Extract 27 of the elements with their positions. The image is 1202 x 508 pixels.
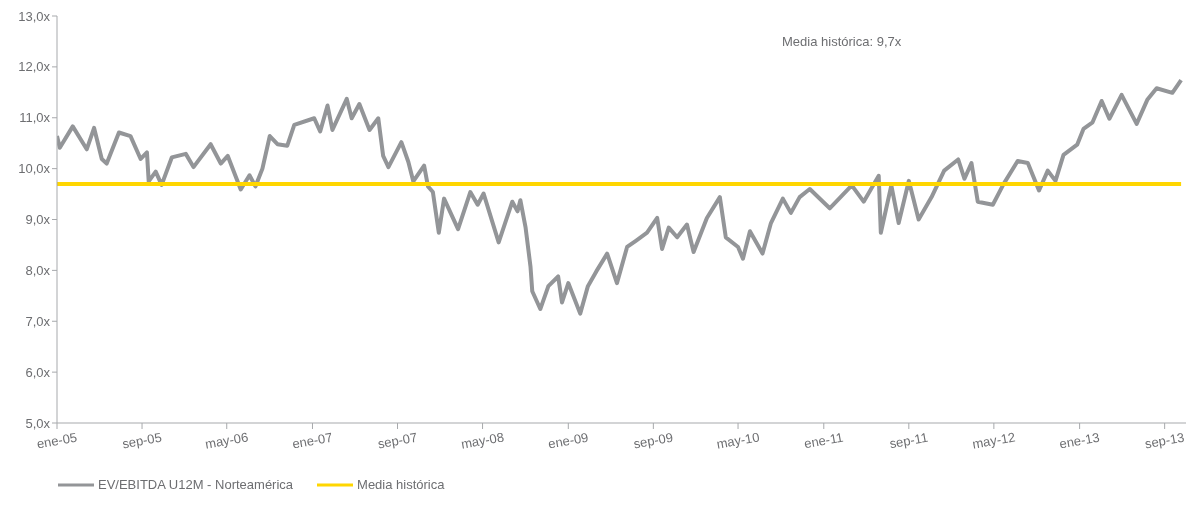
- y-tick-label: 12,0x: [18, 59, 51, 75]
- y-tick-label: 8,0x: [25, 262, 51, 278]
- x-tick-label: sep-05: [121, 429, 163, 452]
- annotation: Media histórica: 9,7x: [782, 34, 902, 49]
- x-tick-label: may-08: [459, 429, 506, 452]
- x-tick-label: ene-07: [291, 429, 334, 452]
- x-tick-label: may-06: [204, 429, 250, 452]
- x-tick-label: ene-13: [1058, 429, 1101, 452]
- y-tick-label: 5,0x: [25, 415, 51, 431]
- legend-label: Media histórica: [357, 477, 445, 492]
- x-tick-label: sep-07: [376, 429, 419, 452]
- x-tick-label: ene-09: [546, 429, 590, 452]
- legend-label: EV/EBITDA U12M - Norteamérica: [98, 477, 294, 492]
- y-tick-label: 6,0x: [25, 364, 51, 380]
- x-tick-label: sep-09: [632, 429, 675, 452]
- x-tick-label: may-12: [971, 429, 1017, 452]
- x-tick-label: ene-05: [35, 429, 79, 452]
- x-tick-label: sep-11: [888, 429, 930, 452]
- x-tick-label: ene-11: [802, 429, 845, 452]
- x-tick-label: may-10: [715, 429, 761, 452]
- y-tick-label: 7,0x: [25, 313, 51, 329]
- line-series: [57, 78, 1184, 316]
- y-tick-label: 9,0x: [25, 212, 51, 228]
- x-tick-label: sep-13: [1143, 429, 1186, 452]
- y-tick-label: 10,0x: [18, 161, 51, 177]
- y-tick-label: 11,0x: [19, 110, 51, 126]
- y-tick-label: 13,0x: [18, 8, 51, 24]
